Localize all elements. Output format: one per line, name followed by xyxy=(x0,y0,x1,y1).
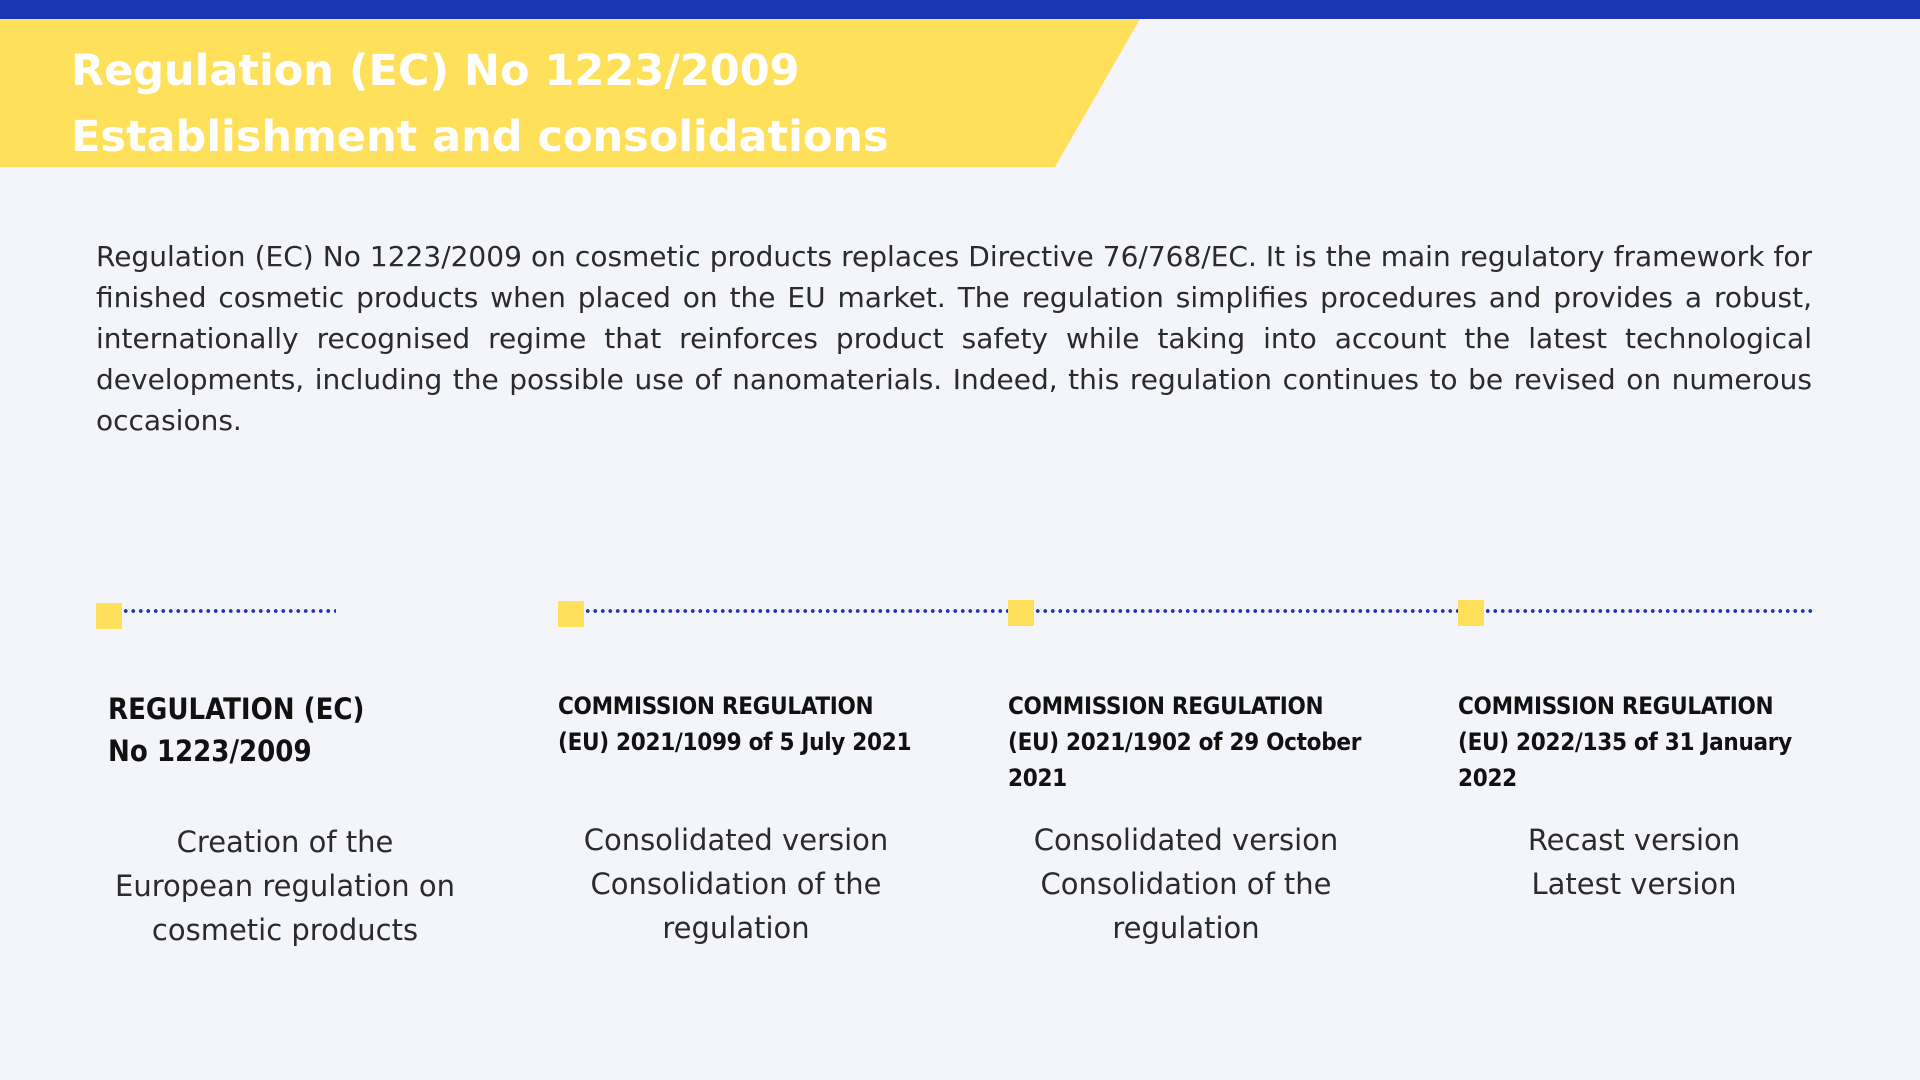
timeline-dotted-line-4 xyxy=(1484,609,1812,613)
title-banner xyxy=(0,19,1140,167)
event-description-1: Creation of the European regulation on c… xyxy=(115,825,455,947)
page-subtitle: Establishment and consolidations xyxy=(71,112,889,162)
timeline-dotted-line-2 xyxy=(584,609,1008,613)
event-title-1: REGULATION (EC) No 1223/2009 xyxy=(108,692,365,768)
timeline-marker-4 xyxy=(1458,600,1484,626)
event-title-4: COMMISSION REGULATION (EU) 2022/135 of 3… xyxy=(1458,692,1792,792)
timeline-dotted-line-3 xyxy=(1034,609,1458,613)
event-description-3: Consolidated version Consolidation of th… xyxy=(1033,823,1339,945)
top-accent-bar xyxy=(0,0,1920,19)
intro-paragraph: Regulation (EC) No 1223/2009 on cosmetic… xyxy=(96,240,1812,437)
timeline-marker-3 xyxy=(1008,600,1034,626)
event-description-2: Consolidated version Consolidation of th… xyxy=(583,823,889,945)
timeline-marker-2 xyxy=(558,601,584,627)
timeline-dotted-line-1 xyxy=(122,609,336,613)
event-description-4: Recast version Latest version xyxy=(1527,823,1741,901)
event-title-2: COMMISSION REGULATION (EU) 2021/1099 of … xyxy=(558,692,912,756)
event-title-3: COMMISSION REGULATION (EU) 2021/1902 of … xyxy=(1008,692,1362,792)
page-title: Regulation (EC) No 1223/2009 xyxy=(71,46,800,96)
timeline-marker-1 xyxy=(96,603,122,629)
